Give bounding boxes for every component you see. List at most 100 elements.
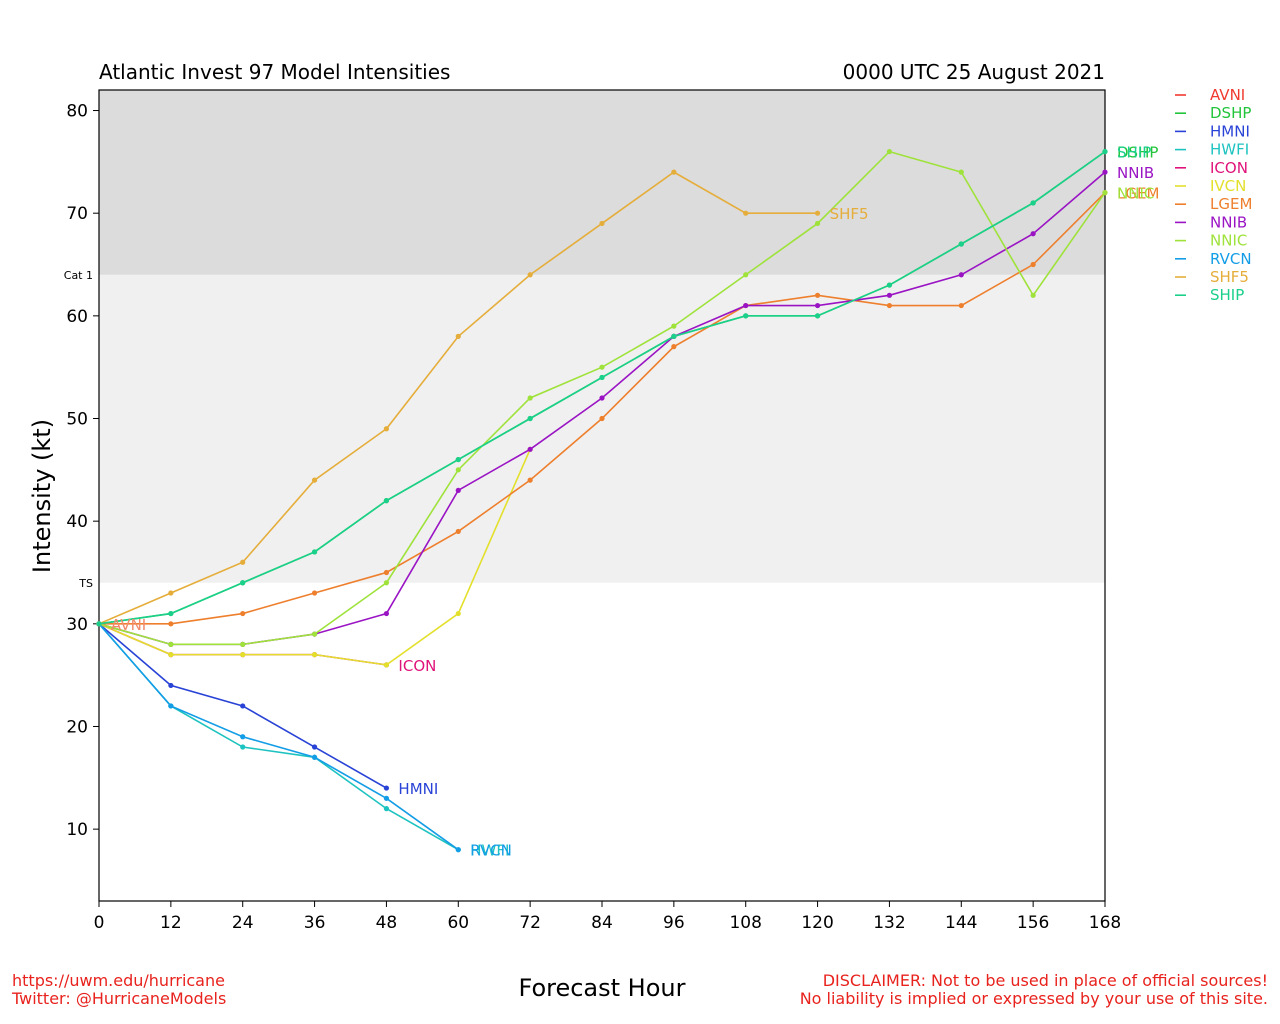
data-point — [455, 847, 461, 853]
y-tick-label: 70 — [66, 204, 88, 224]
legend-item-ivcn: IVCN — [1175, 177, 1246, 195]
data-point — [1030, 261, 1036, 268]
y-tick-label: 80 — [66, 102, 88, 122]
legend-item-avni: AVNI — [1175, 86, 1245, 104]
data-point — [383, 806, 390, 812]
data-point — [311, 549, 318, 555]
legend-item-lgem: LGEM — [1175, 195, 1252, 213]
data-point — [1030, 292, 1036, 298]
data-point — [599, 415, 605, 422]
end-label-icon: ICON — [398, 657, 436, 675]
end-label-dshp: DSHP — [1117, 144, 1158, 162]
data-point — [743, 302, 749, 309]
legend-item-rvcn: RVCN — [1175, 250, 1252, 268]
data-point — [814, 220, 821, 227]
end-label-lgem: LGEM — [1117, 185, 1159, 203]
data-point — [168, 610, 174, 617]
x-tick-label: 72 — [519, 913, 541, 933]
legend-label: AVNI — [1210, 86, 1245, 104]
data-point — [96, 621, 102, 627]
data-point — [599, 395, 605, 401]
data-point — [527, 272, 533, 278]
y-tick-label: 50 — [66, 410, 88, 430]
x-tick-label: 132 — [873, 913, 905, 933]
chart-date: 0000 UTC 25 August 2021 — [843, 60, 1105, 84]
data-point — [311, 631, 318, 637]
x-tick-label: 96 — [663, 913, 685, 933]
data-point — [168, 703, 174, 709]
footer-links: https://uwm.edu/hurricane Twitter: @Hurr… — [12, 972, 226, 1008]
end-label-rvcn: RVCN — [470, 842, 512, 860]
legend: AVNIDSHPHMNIHWFIICONIVCNLGEMNNIBNNICRVCN… — [1175, 86, 1252, 304]
data-point — [311, 652, 318, 658]
data-point — [455, 333, 461, 339]
x-tick-label: 12 — [160, 913, 182, 933]
legend-label: SHF5 — [1210, 268, 1249, 286]
end-label-nnic: NNIC — [1117, 185, 1154, 203]
x-axis-label: Forecast Hour — [519, 974, 686, 1002]
y-tick-label: 30 — [66, 615, 88, 635]
data-point — [1030, 231, 1036, 237]
series-ship — [96, 148, 1108, 627]
intensity-bands: TS Cat 1 — [64, 90, 1105, 590]
end-label-nnib: NNIB — [1117, 164, 1154, 182]
band-label: TS — [78, 577, 93, 590]
data-point — [671, 333, 677, 339]
legend-label: NNIC — [1210, 232, 1247, 250]
legend-item-hmni: HMNI — [1175, 122, 1250, 140]
legend-label: ICON — [1210, 159, 1248, 177]
data-point — [1102, 169, 1108, 175]
data-point — [383, 610, 390, 617]
legend-label: DSHP — [1210, 104, 1251, 122]
data-point — [527, 415, 533, 422]
data-point — [455, 610, 461, 617]
end-label-hmni: HMNI — [398, 780, 438, 798]
series-rvcn — [96, 621, 461, 853]
data-point — [311, 590, 318, 596]
data-point — [599, 364, 605, 370]
data-point — [383, 785, 390, 791]
band-cat-1 — [99, 90, 1105, 275]
x-tick-label: 144 — [945, 913, 977, 933]
legend-label: SHIP — [1210, 286, 1244, 304]
data-point — [168, 682, 174, 689]
data-point — [671, 169, 677, 175]
data-point — [1102, 190, 1108, 196]
data-point — [743, 313, 749, 319]
data-point — [886, 302, 893, 309]
y-tick-label: 60 — [66, 307, 88, 327]
data-point — [455, 528, 461, 535]
data-point — [886, 148, 893, 155]
data-point — [743, 210, 749, 216]
chart-title: Atlantic Invest 97 Model Intensities — [99, 60, 450, 84]
data-point — [240, 559, 246, 565]
data-point — [240, 734, 246, 740]
data-point — [240, 744, 246, 750]
data-point — [383, 662, 390, 668]
data-point — [311, 744, 318, 750]
data-point — [886, 282, 893, 288]
data-point — [671, 344, 677, 350]
data-point — [958, 302, 964, 309]
data-point — [743, 272, 749, 278]
data-point — [383, 795, 390, 801]
legend-label: IVCN — [1210, 177, 1246, 195]
x-tick-label: 24 — [232, 913, 254, 933]
data-point — [240, 610, 246, 617]
disclaimer-line-2: No liability is implied or expressed by … — [799, 989, 1268, 1008]
series-hwfi — [96, 621, 461, 853]
data-point — [168, 652, 174, 658]
legend-item-shf5: SHF5 — [1175, 268, 1249, 286]
data-point — [1102, 148, 1108, 155]
data-point — [1030, 200, 1036, 206]
y-axis-label: Intensity (kt) — [28, 419, 56, 573]
series-hmni — [96, 621, 390, 791]
legend-item-icon: ICON — [1175, 159, 1248, 177]
x-tick-label: 168 — [1089, 913, 1121, 933]
website-link[interactable]: https://uwm.edu/hurricane — [12, 971, 225, 990]
data-point — [958, 272, 964, 278]
data-point — [168, 590, 174, 596]
legend-item-nnic: NNIC — [1175, 232, 1247, 250]
